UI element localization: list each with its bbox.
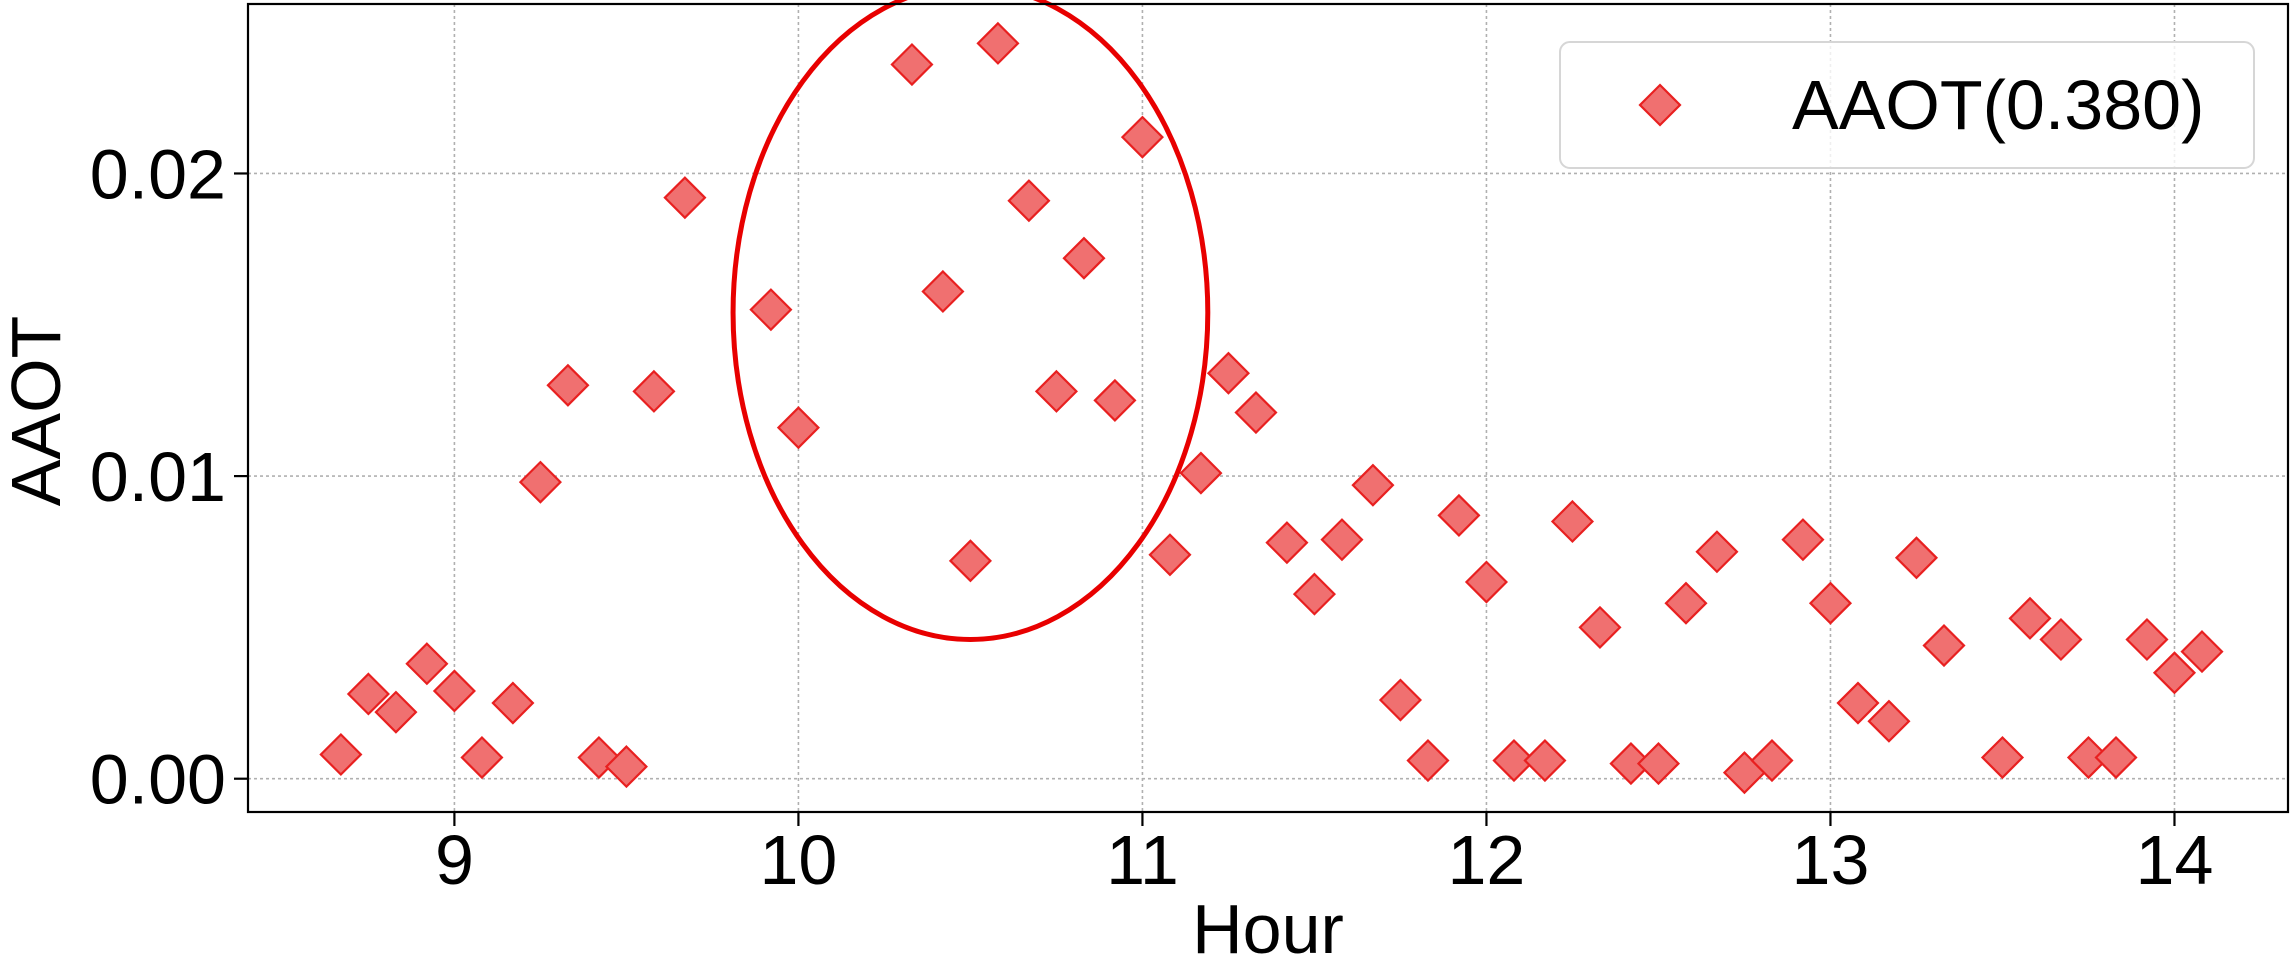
x-tick-label: 14 bbox=[2136, 821, 2214, 899]
x-axis-ticks: 9 10 11 12 13 14 bbox=[435, 812, 2213, 899]
data-point bbox=[776, 406, 820, 450]
y-axis-label: AAOT bbox=[0, 316, 75, 507]
data-point bbox=[2094, 735, 2138, 780]
y-axis-ticks: 0.00 0.01 0.02 bbox=[90, 135, 248, 819]
data-point bbox=[1320, 518, 1364, 562]
data-point bbox=[2180, 630, 2224, 674]
data-point bbox=[1120, 115, 1164, 159]
data-point bbox=[1234, 390, 1278, 435]
data-point bbox=[518, 460, 562, 504]
data-point bbox=[1437, 493, 1481, 537]
data-point bbox=[1836, 681, 1880, 725]
data-point bbox=[749, 288, 793, 332]
data-point bbox=[1265, 521, 1309, 565]
x-tick-label: 13 bbox=[1792, 821, 1870, 899]
data-point bbox=[2152, 651, 2197, 695]
data-point bbox=[1464, 560, 1509, 604]
data-points bbox=[319, 21, 2224, 795]
data-point bbox=[1894, 536, 1939, 580]
legend-marker bbox=[1638, 83, 1682, 127]
data-point bbox=[1292, 572, 1336, 616]
x-tick-label: 11 bbox=[1106, 821, 1179, 899]
data-point bbox=[1867, 699, 1911, 743]
x-tick-label: 12 bbox=[1448, 821, 1526, 899]
data-point bbox=[663, 176, 707, 220]
data-point bbox=[1034, 369, 1078, 413]
data-point bbox=[1406, 738, 1450, 783]
data-point bbox=[1206, 351, 1250, 395]
data-point bbox=[1750, 738, 1794, 783]
plot-frame bbox=[246, 2, 2290, 814]
x-tick-label: 9 bbox=[435, 821, 474, 899]
data-point bbox=[604, 745, 648, 789]
highlight-ellipse bbox=[730, 0, 1211, 642]
data-point bbox=[546, 363, 590, 407]
data-point bbox=[405, 642, 449, 686]
data-point bbox=[1550, 499, 1595, 544]
x-axis-label: Hour bbox=[1192, 890, 1344, 966]
data-point bbox=[1148, 533, 1192, 577]
data-point bbox=[319, 732, 363, 777]
data-point bbox=[374, 690, 418, 734]
data-point bbox=[1093, 378, 1137, 422]
legend-label: AAOT(0.380) bbox=[1792, 66, 2204, 144]
data-point bbox=[2008, 596, 2052, 640]
data-point bbox=[1523, 738, 1567, 783]
data-point bbox=[1378, 678, 1423, 722]
data-point bbox=[432, 669, 476, 713]
data-point bbox=[921, 269, 965, 314]
data-point bbox=[1578, 605, 1622, 649]
x-tick-label: 10 bbox=[759, 821, 837, 899]
data-point bbox=[1781, 518, 1825, 562]
legend-box bbox=[1559, 41, 2255, 169]
data-point bbox=[976, 21, 1020, 65]
legend: AAOT(0.380) bbox=[1559, 41, 2255, 169]
y-tick-label: 0.02 bbox=[90, 135, 226, 213]
data-point bbox=[632, 369, 676, 413]
data-point bbox=[1636, 742, 1681, 786]
data-point bbox=[1351, 463, 1395, 507]
data-point bbox=[1062, 236, 1106, 280]
data-point bbox=[2125, 617, 2169, 662]
data-point bbox=[1492, 738, 1536, 783]
data-point bbox=[890, 42, 934, 87]
y-tick-label: 0.00 bbox=[90, 741, 226, 819]
data-point bbox=[491, 681, 535, 725]
y-tick-label: 0.01 bbox=[90, 438, 226, 516]
data-point bbox=[1179, 451, 1223, 495]
data-point bbox=[1980, 735, 2025, 780]
data-point bbox=[948, 539, 992, 583]
data-point bbox=[1695, 530, 1739, 574]
data-point bbox=[2039, 617, 2083, 662]
data-point bbox=[1664, 581, 1708, 625]
data-point bbox=[460, 735, 504, 780]
data-point bbox=[1808, 581, 1853, 625]
data-point bbox=[1007, 179, 1051, 223]
data-point bbox=[1922, 624, 1966, 668]
data-point bbox=[346, 672, 390, 716]
